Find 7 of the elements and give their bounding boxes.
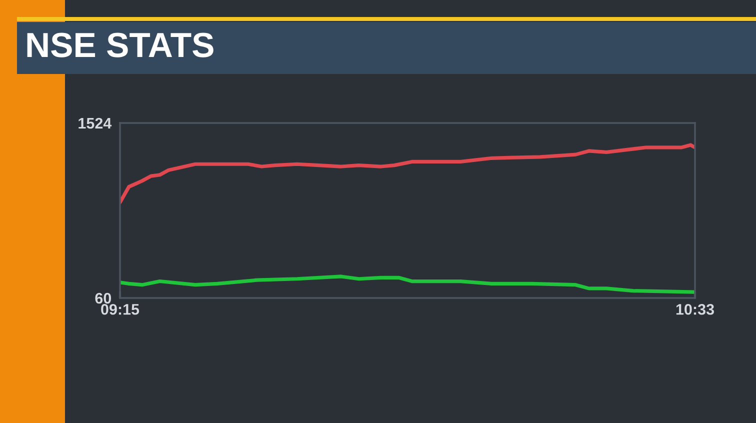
line-series (120, 143, 695, 204)
y-tick-label: 1524 (78, 118, 112, 129)
x-tick-label: 09:15 (101, 304, 140, 315)
x-tick-label: 10:33 (676, 304, 714, 315)
chart-title: NSE STATS (27, 32, 214, 58)
y-tick-label: 60 (95, 292, 112, 304)
line-series (120, 274, 695, 294)
